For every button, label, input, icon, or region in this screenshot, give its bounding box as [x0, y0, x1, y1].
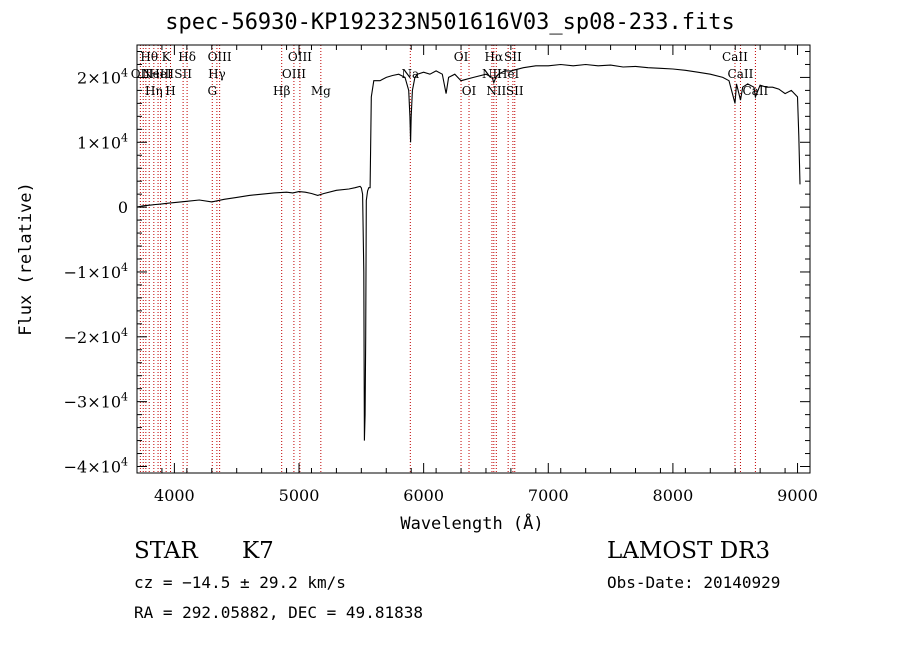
redshift-value: cz = −14.5 ± 29.2 km/s — [134, 573, 346, 592]
chart-title: spec-56930-KP192323N501616V03_sp08-233.f… — [165, 10, 735, 35]
y-tick-label: −1×104 — [64, 261, 128, 282]
sky-coordinates: RA = 292.05882, DEC = 49.81838 — [134, 603, 423, 622]
line-marker-label: CaII — [722, 50, 748, 64]
axes — [136, 44, 811, 474]
line-marker-label: Na — [401, 67, 419, 81]
y-tick-label: −2×104 — [64, 326, 128, 347]
tick-marks — [136, 45, 811, 473]
line-marker-label: NII — [486, 84, 506, 98]
line-marker-label: OIII — [282, 67, 306, 81]
line-marker-label: OI — [462, 84, 477, 98]
spectrum-layer — [136, 63, 801, 441]
observation-date: Obs-Date: 20140929 — [607, 573, 781, 592]
y-tick-label: 1×104 — [77, 131, 128, 152]
survey-name: LAMOST DR3 — [607, 538, 771, 564]
line-marker-label: OIII — [208, 50, 232, 64]
x-tick-labels: 4000 5000 6000 7000 8000 9000 — [154, 486, 818, 505]
line-marker-label: H — [165, 84, 175, 98]
line-marker-label: Hβ — [273, 84, 290, 98]
spectrum-line — [136, 63, 801, 441]
x-tick-label: 7000 — [528, 486, 569, 505]
y-tick-label: −3×104 — [64, 391, 128, 412]
line-markers — [139, 45, 756, 473]
line-marker-label: SII — [506, 84, 524, 98]
line-marker-label: HeI — [149, 67, 172, 81]
x-axis-label: Wavelength (Å) — [400, 512, 543, 534]
y-tick-label: −4×104 — [64, 456, 128, 477]
line-marker-label: Mg — [311, 84, 331, 98]
x-tick-label: 5000 — [279, 486, 320, 505]
x-tick-label: 6000 — [403, 486, 444, 505]
line-marker-labels: OIIHθHηNeIIIHeIKHSIIHδGHγOIIIHβOIIIOIIIM… — [131, 50, 769, 98]
line-marker-label: SII — [174, 67, 192, 81]
x-tick-label: 8000 — [653, 486, 694, 505]
y-tick-labels: 2×104 1×104 0 −1×104 −2×104 −3×104 −4×104 — [64, 66, 128, 476]
line-marker-label: G — [207, 84, 217, 98]
line-marker-label: Hδ — [178, 50, 196, 64]
object-subclass: K7 — [242, 538, 274, 564]
line-marker-label: SII — [504, 50, 522, 64]
line-marker-label: OIII — [288, 50, 312, 64]
line-marker-label: CaII — [728, 67, 754, 81]
y-tick-label: 2×104 — [77, 66, 128, 87]
line-marker-label: Hθ — [140, 50, 158, 64]
y-tick-label: 0 — [118, 198, 128, 217]
line-marker-label: Hγ — [208, 67, 226, 81]
x-tick-label: 4000 — [154, 486, 195, 505]
plot-frame — [136, 44, 811, 474]
x-tick-label: 9000 — [777, 486, 818, 505]
line-marker-label: NII — [482, 67, 502, 81]
line-marker-label: CaII — [742, 84, 768, 98]
line-marker-label: OI — [454, 50, 469, 64]
line-marker-label: HeI — [497, 67, 520, 81]
object-class: STAR — [134, 538, 198, 564]
line-marker-label: Hα — [485, 50, 504, 64]
line-marker-label: NeIII — [142, 67, 174, 81]
line-marker-label: K — [162, 50, 172, 64]
y-axis-label: Flux (relative) — [16, 182, 36, 336]
line-marker-label: Hη — [145, 84, 163, 98]
